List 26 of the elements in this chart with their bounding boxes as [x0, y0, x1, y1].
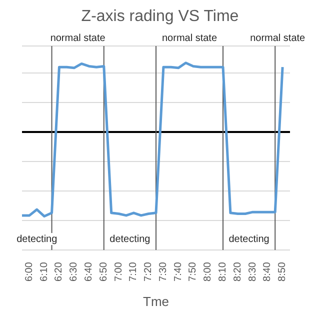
x-tick-label: 7:20 [143, 262, 154, 282]
x-tick-label: 6:20 [54, 262, 65, 282]
x-tick-label: 7:10 [128, 262, 140, 282]
x-tick-label: 7:30 [158, 262, 169, 282]
x-axis-title: Tme [143, 294, 169, 309]
text: detecting [228, 234, 270, 245]
x-tick-label: 8:20 [232, 262, 244, 282]
x-tick-label: 7:40 [172, 262, 184, 282]
x-tick-label: 6:30 [68, 262, 80, 282]
x-tick-label: 8:30 [247, 262, 258, 282]
chart-title: Z-axis rading VS Time [80, 8, 240, 27]
x-tick-label: 6:10 [38, 262, 50, 282]
x-tick-label: 6:40 [84, 262, 94, 282]
text: normal state [50, 33, 106, 44]
x-tick-label: 7:50 [188, 262, 199, 282]
x-tick-label: 7:00 [113, 262, 124, 282]
text: normal state [250, 33, 306, 44]
x-tick-label: 8:50 [277, 262, 288, 282]
x-tick-label: 6:00 [24, 262, 35, 282]
text: detecting [110, 234, 150, 245]
x-tick-label: 6:50 [98, 262, 110, 282]
x-tick-label: 8:00 [202, 262, 214, 282]
x-tick-label: 8:40 [262, 262, 274, 282]
x-tick-label: 8:10 [218, 262, 228, 282]
text: detecting [16, 234, 58, 245]
text: normal state [162, 33, 218, 44]
